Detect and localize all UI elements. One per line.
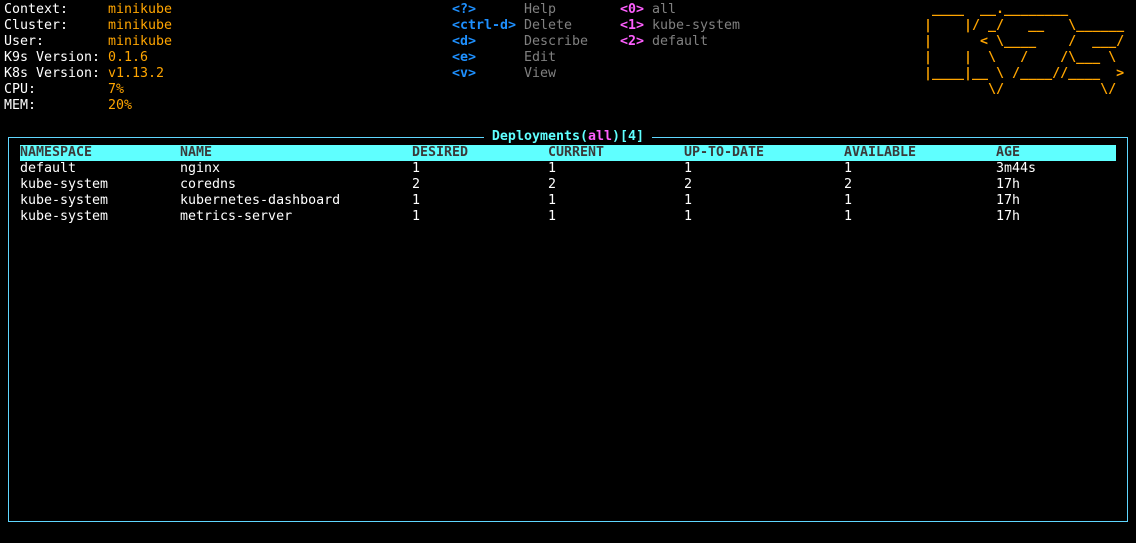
namespace-key[interactable]: <1> — [620, 18, 645, 33]
namespace-key[interactable]: <0> — [620, 2, 645, 17]
info-value: v1.13.2 — [108, 66, 165, 81]
cell-up-to-date: 1 — [684, 209, 693, 224]
info-value: minikube — [108, 34, 173, 49]
info-value: 7% — [108, 82, 125, 97]
cell-desired: 1 — [412, 161, 421, 176]
cell-up-to-date: 2 — [684, 177, 693, 192]
shortcut-action[interactable]: Help — [524, 2, 557, 17]
logo-line: ____ __.________ — [924, 2, 1125, 17]
logo-line: |____|__ \ /____//____ > — [924, 66, 1125, 81]
cell-desired: 1 — [412, 209, 421, 224]
shortcut-key[interactable]: <?> — [452, 2, 477, 17]
cell-available: 2 — [844, 177, 853, 192]
namespace-option[interactable]: all — [652, 2, 677, 17]
cell-desired: 1 — [412, 193, 421, 208]
title-filter: all — [588, 129, 613, 144]
cell-age: 17h — [996, 193, 1021, 208]
cell-namespace: kube-system — [20, 209, 109, 224]
logo-line: | < \____ / ___/ — [924, 34, 1125, 49]
cell-age: 17h — [996, 209, 1021, 224]
cell-current: 1 — [548, 209, 557, 224]
info-label: User: — [4, 34, 45, 49]
title-resource: Deployments( — [491, 129, 588, 144]
cell-name: coredns — [180, 177, 237, 192]
column-header-current[interactable]: CURRENT — [548, 145, 605, 160]
info-label: K8s Version: — [4, 66, 101, 81]
title-count: )[4] — [612, 129, 645, 144]
cell-namespace: kube-system — [20, 177, 109, 192]
column-header-available[interactable]: AVAILABLE — [844, 145, 917, 160]
column-header-name[interactable]: NAME — [180, 145, 213, 160]
info-label: K9s Version: — [4, 50, 101, 65]
shortcut-action[interactable]: Edit — [524, 50, 557, 65]
shortcut-key[interactable]: <e> — [452, 50, 477, 65]
logo-line: | | \ / /\___ \ — [924, 50, 1125, 65]
cell-current: 1 — [548, 193, 557, 208]
table-row[interactable]: kube-system coredns 2 2 2 2 17h — [20, 177, 1116, 193]
cell-current: 2 — [548, 177, 557, 192]
info-label: MEM: — [4, 98, 37, 113]
cell-name: metrics-server — [180, 209, 293, 224]
info-value: 0.1.6 — [108, 50, 149, 65]
table-header: NAMESPACE NAME DESIRED CURRENT UP-TO-DATE AVA… — [20, 145, 1116, 161]
cell-available: 1 — [844, 193, 853, 208]
cell-up-to-date: 1 — [684, 161, 693, 176]
namespace-option[interactable]: default — [652, 34, 709, 49]
cell-name: nginx — [180, 161, 221, 176]
cell-up-to-date: 1 — [684, 193, 693, 208]
shortcut-action[interactable]: Describe — [524, 34, 589, 49]
info-label: Context: — [4, 2, 69, 17]
shortcut-action[interactable]: View — [524, 66, 557, 81]
cell-available: 1 — [844, 209, 853, 224]
shortcut-key[interactable]: <d> — [452, 34, 477, 49]
namespace-option[interactable]: kube-system — [652, 18, 741, 33]
table-row[interactable]: default nginx 1 1 1 1 3m44s — [20, 161, 1116, 177]
logo-line: | |/ _/ __ \______ — [924, 18, 1125, 33]
table-row[interactable]: kube-system kubernetes-dashboard 1 1 1 1 17h — [20, 193, 1116, 209]
shortcut-action[interactable]: Delete — [524, 18, 573, 33]
info-label: CPU: — [4, 82, 37, 97]
cell-age: 17h — [996, 177, 1021, 192]
info-value: minikube — [108, 18, 173, 33]
shortcut-key[interactable]: <v> — [452, 66, 477, 81]
table-row[interactable]: kube-system metrics-server 1 1 1 1 17h — [20, 209, 1116, 225]
info-value: minikube — [108, 2, 173, 17]
column-header-up-to-date[interactable]: UP-TO-DATE — [684, 145, 765, 160]
info-label: Cluster: — [4, 18, 69, 33]
cell-namespace: default — [20, 161, 77, 176]
cell-age: 3m44s — [996, 161, 1037, 176]
namespace-key[interactable]: <2> — [620, 34, 645, 49]
shortcut-key[interactable]: <ctrl-d> — [452, 18, 517, 33]
panel-title: Deployments(all)[4] — [0, 129, 1136, 145]
cell-namespace: kube-system — [20, 193, 109, 208]
info-value: 20% — [108, 98, 133, 113]
cell-available: 1 — [844, 161, 853, 176]
cell-current: 1 — [548, 161, 557, 176]
logo-line: \/ \/ — [924, 82, 1125, 97]
cell-name: kubernetes-dashboard — [180, 193, 341, 208]
column-header-desired[interactable]: DESIRED — [412, 145, 469, 160]
column-header-namespace[interactable]: NAMESPACE — [20, 145, 93, 160]
column-header-age[interactable]: AGE — [996, 145, 1021, 160]
cell-desired: 2 — [412, 177, 421, 192]
